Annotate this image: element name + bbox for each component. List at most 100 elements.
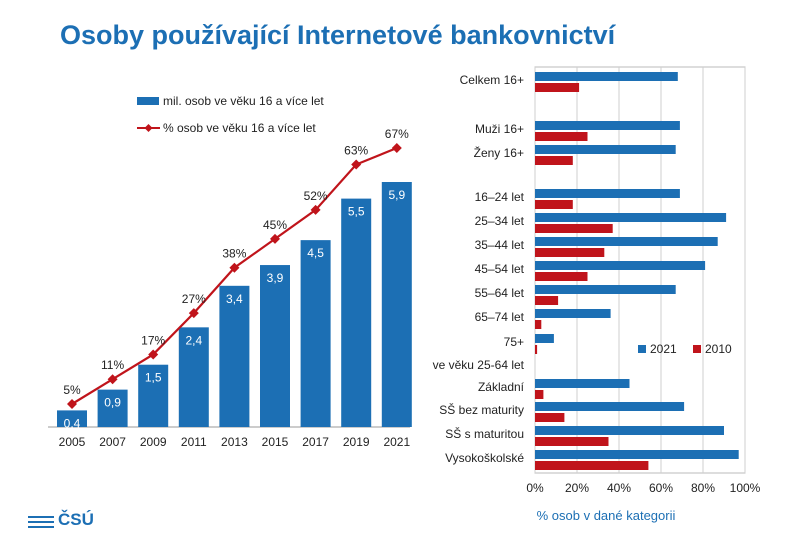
page-title: Osoby používající Internetové bankovnict… (60, 20, 616, 50)
line-value-label: 5% (63, 383, 81, 397)
line-value-label: 45% (263, 218, 287, 232)
category-label: 35–44 let (475, 238, 525, 252)
bar-2010 (535, 437, 609, 446)
bar-2015 (260, 265, 290, 427)
line-marker (391, 143, 402, 153)
bar-2019 (341, 198, 372, 427)
line-value-label: 38% (222, 247, 246, 261)
bar-2010 (535, 390, 544, 399)
bar-2010 (535, 296, 559, 305)
left-combo-chart: mil. osob ve věku 16 a více let % osob ve… (48, 94, 412, 449)
x-tick-label: 0% (526, 481, 544, 495)
bar-2021 (535, 145, 676, 154)
bar-value-label: 3,4 (226, 292, 243, 306)
line-marker (67, 399, 77, 409)
category-label: Ženy 16+ (474, 145, 524, 160)
x-tick-label: 2019 (343, 435, 370, 449)
category-label: Celkem 16+ (460, 73, 524, 87)
bar-2021 (535, 402, 685, 411)
bar-2011 (178, 327, 209, 427)
legend-marker-line (144, 124, 153, 132)
x-tick-label: 2015 (262, 435, 289, 449)
line-marker (310, 204, 321, 215)
bar-2010 (535, 200, 573, 209)
x-tick-label: 2017 (302, 435, 329, 449)
legend-label-line: % osob ve věku 16 a více let (163, 121, 316, 135)
logo-text: ČSÚ (58, 510, 94, 529)
x-tick-label: 2007 (99, 435, 126, 449)
bar-2021 (535, 237, 718, 246)
x-tick-label: 80% (691, 481, 715, 495)
bar-2021 (535, 309, 611, 318)
category-label: ve věku 25-64 let (433, 358, 525, 372)
bar-value-label: 4,5 (307, 246, 324, 260)
bar-2021 (535, 261, 706, 270)
legend-swatch-bar (137, 97, 159, 105)
bar-2009 (138, 364, 169, 427)
bar-2010 (535, 413, 565, 422)
line-value-label: 17% (141, 333, 165, 347)
bar-2021 (535, 426, 724, 435)
bar-2021 (535, 334, 554, 343)
bar-2010 (535, 83, 580, 92)
category-label: 65–74 let (475, 310, 525, 324)
bar-2021 (535, 72, 678, 81)
legend-label-2010: 2010 (705, 342, 732, 356)
bar-2010 (535, 224, 613, 233)
line-value-label: 67% (385, 127, 409, 141)
legend-label-2021: 2021 (650, 342, 677, 356)
category-label: Základní (478, 380, 525, 394)
category-label: 75+ (504, 335, 524, 349)
line-marker (107, 374, 118, 385)
bar-2010 (535, 248, 605, 257)
x-axis-label: % osob v dané kategorii (537, 508, 676, 523)
line-value-label: 27% (182, 292, 206, 306)
line-value-label: 52% (304, 189, 328, 203)
x-tick-label: 60% (649, 481, 673, 495)
bar-2010 (535, 320, 542, 329)
x-tick-label: 20% (565, 481, 589, 495)
category-label: Vysokoškolské (445, 451, 524, 465)
bar-2010 (535, 345, 538, 354)
category-label: SŠ s maturitou (445, 426, 524, 441)
bar-2005 (57, 410, 87, 427)
category-label: Muži 16+ (475, 122, 524, 136)
line-marker (229, 262, 240, 273)
logo-lines-icon (28, 516, 54, 531)
category-label: 16–24 let (475, 190, 525, 204)
category-label: 25–34 let (475, 214, 525, 228)
bar-2021 (381, 182, 412, 427)
bar-value-label: 5,9 (388, 188, 405, 202)
bar-2017 (300, 240, 331, 427)
line-marker (270, 233, 280, 244)
bar-value-label: 0,4 (64, 416, 81, 430)
legend-swatch-2010 (693, 345, 701, 353)
line-marker (148, 349, 159, 360)
bar-value-label: 1,5 (145, 371, 162, 385)
bar-value-label: 2,4 (185, 333, 202, 347)
bar-2010 (535, 156, 573, 165)
bar-value-label: 0,9 (104, 396, 121, 410)
x-tick-label: 2013 (221, 435, 248, 449)
bar-2013 (219, 285, 250, 427)
legend-swatch-2021 (638, 345, 646, 353)
bar-2021 (535, 189, 680, 198)
x-tick-label: 100% (730, 481, 761, 495)
bar-2010 (535, 461, 649, 470)
bar-2021 (535, 379, 630, 388)
bar-2010 (535, 132, 588, 141)
bar-2021 (535, 285, 676, 294)
bar-value-label: 5,5 (348, 205, 365, 219)
line-marker (188, 308, 199, 319)
x-tick-label: 40% (607, 481, 631, 495)
line-value-label: 63% (344, 144, 368, 158)
legend-label-bar: mil. osob ve věku 16 a více let (163, 94, 324, 108)
bar-2021 (535, 450, 739, 459)
bar-2010 (535, 272, 588, 281)
x-tick-label: 2005 (59, 435, 86, 449)
category-label: 55–64 let (475, 286, 525, 300)
x-tick-label: 2021 (383, 435, 410, 449)
category-label: 45–54 let (475, 262, 525, 276)
bar-2007 (97, 389, 128, 427)
